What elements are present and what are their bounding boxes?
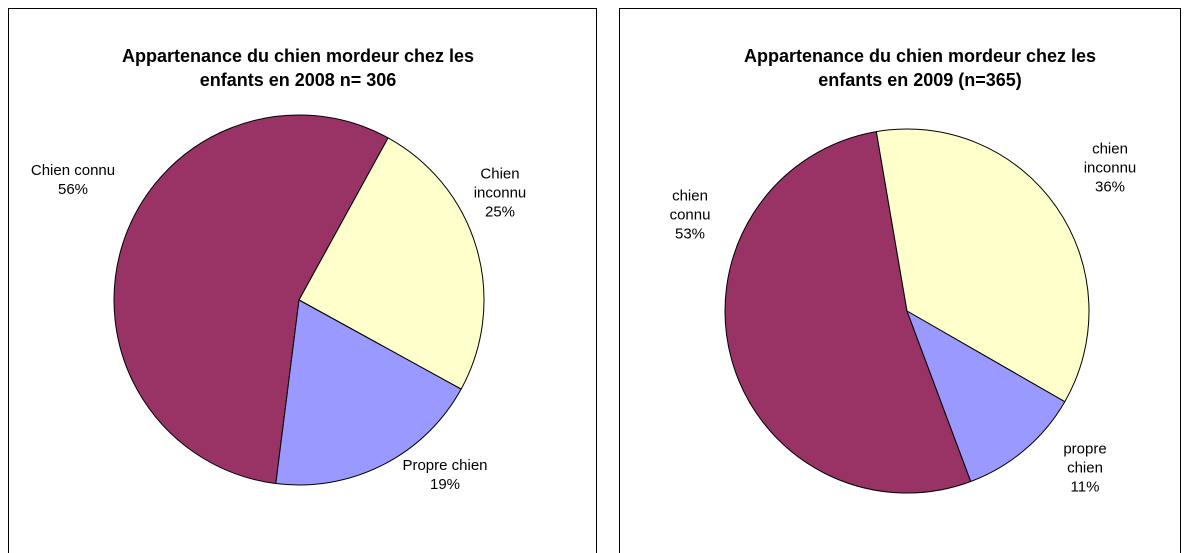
category-label: Propre chien bbox=[402, 457, 488, 474]
slice-label: Propre chien 19% bbox=[385, 456, 505, 494]
chart-title: Appartenance du chien mordeur chez les bbox=[122, 46, 474, 66]
pie-slice bbox=[275, 299, 462, 486]
category-label: Chien inconnu bbox=[473, 165, 527, 202]
value-label: 56% bbox=[57, 181, 89, 198]
chart-title: enfants en 2008 n= 306 bbox=[200, 70, 397, 90]
category-label: Chien connu bbox=[30, 162, 116, 179]
value-label: 19% bbox=[429, 476, 461, 493]
slice-label: Chien connu 56% bbox=[13, 161, 133, 199]
pie-slice bbox=[298, 137, 485, 390]
slice-label: chien inconnu 36% bbox=[1075, 140, 1145, 197]
pie-slice bbox=[875, 128, 1090, 403]
value-label: 53% bbox=[674, 225, 706, 243]
category-label: chien connu bbox=[669, 187, 711, 224]
slice-label: propre chien 11% bbox=[1055, 440, 1115, 497]
chart-title: Appartenance du chien mordeur chez les bbox=[744, 46, 1096, 66]
slice-label: chien connu 53% bbox=[660, 187, 720, 244]
value-label: 25% bbox=[484, 203, 516, 221]
chart-title: enfants en 2009 (n=365) bbox=[818, 70, 1022, 90]
slice-label: Chien inconnu 25% bbox=[465, 165, 535, 222]
category-label: chien inconnu bbox=[1083, 140, 1137, 177]
value-label: 36% bbox=[1094, 178, 1126, 196]
pie-slice bbox=[113, 114, 389, 485]
pie-slice bbox=[906, 309, 1066, 483]
value-label: 11% bbox=[1070, 478, 1100, 496]
pie-slice bbox=[724, 131, 972, 494]
category-label: propre chien bbox=[1063, 440, 1107, 477]
